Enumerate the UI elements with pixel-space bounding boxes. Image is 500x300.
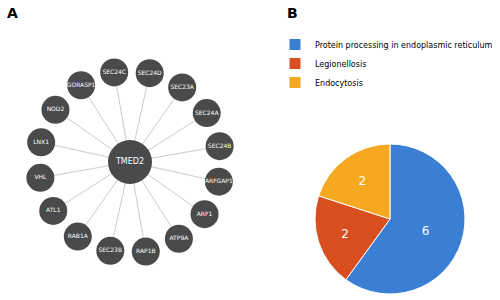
- svg-text:LNX1: LNX1: [33, 138, 49, 145]
- svg-text:B: B: [287, 5, 298, 21]
- svg-text:SEC24A: SEC24A: [195, 109, 219, 116]
- svg-text:SEC23A: SEC23A: [170, 83, 194, 90]
- svg-text:Endocytosis: Endocytosis: [315, 79, 363, 88]
- svg-text:A: A: [7, 5, 18, 21]
- svg-text:ATP9A: ATP9A: [169, 234, 189, 241]
- svg-text:RAP1B: RAP1B: [136, 247, 156, 254]
- svg-text:SEC23B: SEC23B: [99, 246, 123, 253]
- svg-text:Protein processing in endoplas: Protein processing in endoplasmic reticu…: [315, 41, 493, 50]
- svg-text:ARF1: ARF1: [197, 210, 213, 217]
- svg-text:VHL: VHL: [34, 173, 47, 180]
- svg-text:2: 2: [341, 227, 349, 241]
- svg-text:SEC24C: SEC24C: [102, 68, 126, 75]
- svg-text:TMED2: TMED2: [115, 157, 144, 166]
- svg-text:NOD2: NOD2: [47, 105, 65, 112]
- svg-text:SEC24D: SEC24D: [138, 69, 162, 76]
- svg-text:ATL1: ATL1: [46, 206, 61, 213]
- svg-text:SEC24B: SEC24B: [208, 142, 232, 149]
- svg-text:Legionellosis: Legionellosis: [315, 60, 366, 69]
- svg-text:RAB1A: RAB1A: [68, 232, 89, 239]
- svg-text:2: 2: [358, 174, 366, 188]
- svg-text:6: 6: [422, 224, 430, 238]
- svg-text:ARFGAP1: ARFGAP1: [205, 177, 233, 184]
- svg-text:GORASP1: GORASP1: [67, 81, 96, 88]
